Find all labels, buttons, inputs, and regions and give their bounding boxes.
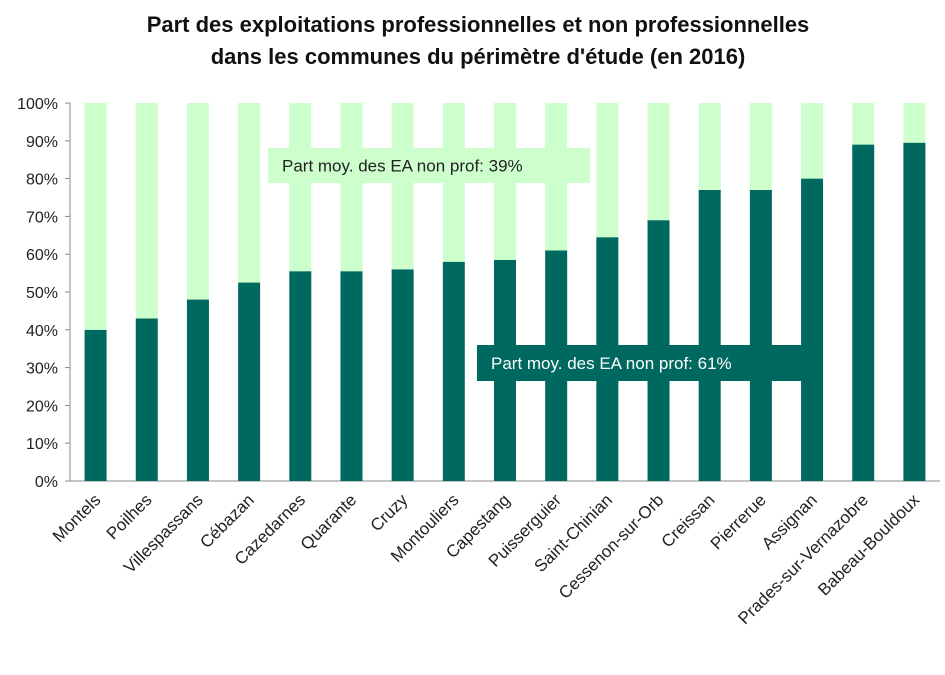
- bar-segment: [749, 103, 772, 190]
- bar-segment: [749, 189, 772, 481]
- bar-segment: [340, 271, 363, 481]
- bar-segment: [289, 271, 312, 481]
- y-tick-label: 20%: [26, 398, 58, 415]
- bar-segment: [801, 103, 824, 179]
- bar-segment: [391, 269, 414, 481]
- bar-segment: [801, 178, 824, 481]
- x-tick-label: Quarante: [297, 490, 361, 554]
- bar-segment: [135, 103, 158, 319]
- bar-segment: [238, 103, 261, 283]
- y-tick-label: 80%: [26, 172, 58, 189]
- y-tick-label: 0%: [35, 474, 58, 491]
- bar-segment: [186, 103, 209, 300]
- annotation-box: [477, 345, 822, 381]
- chart-title: dans les communes du périmètre d'étude (…: [211, 44, 746, 69]
- bar-segment: [852, 144, 875, 481]
- bar-segment: [84, 329, 107, 481]
- bar-segment: [698, 103, 721, 190]
- bar-segment: [84, 103, 107, 330]
- y-tick-label: 90%: [26, 134, 58, 151]
- bar-segment: [340, 103, 363, 272]
- bar-segment: [442, 261, 465, 481]
- y-tick-label: 60%: [26, 247, 58, 264]
- bar-segment: [698, 189, 721, 481]
- bar-segment: [903, 142, 926, 481]
- bar-segment: [903, 103, 926, 143]
- bar-segment: [135, 318, 158, 481]
- bar-segment: [852, 103, 875, 145]
- y-tick-label: 100%: [17, 96, 58, 113]
- bar-segment: [596, 103, 619, 238]
- bar-segment: [289, 103, 312, 272]
- bar-segment: [391, 103, 414, 270]
- bar-segment: [186, 299, 209, 481]
- chart-title: Part des exploitations professionnelles …: [147, 12, 810, 37]
- bar-segment: [238, 282, 261, 481]
- bar-segment: [647, 103, 670, 221]
- x-tick-label: Cruzy: [367, 490, 412, 535]
- annotation-box: [268, 148, 590, 183]
- y-tick-label: 70%: [26, 209, 58, 226]
- x-tick-label: Pierrerue: [707, 490, 770, 553]
- x-tick-label: Montels: [49, 490, 105, 546]
- annotation: Part moy. des EA non prof: 61%: [491, 354, 732, 373]
- y-tick-label: 10%: [26, 436, 58, 453]
- y-tick-label: 40%: [26, 323, 58, 340]
- annotation: Part moy. des EA non prof: 39%: [282, 157, 523, 176]
- y-tick-label: 30%: [26, 361, 58, 378]
- y-tick-label: 50%: [26, 285, 58, 302]
